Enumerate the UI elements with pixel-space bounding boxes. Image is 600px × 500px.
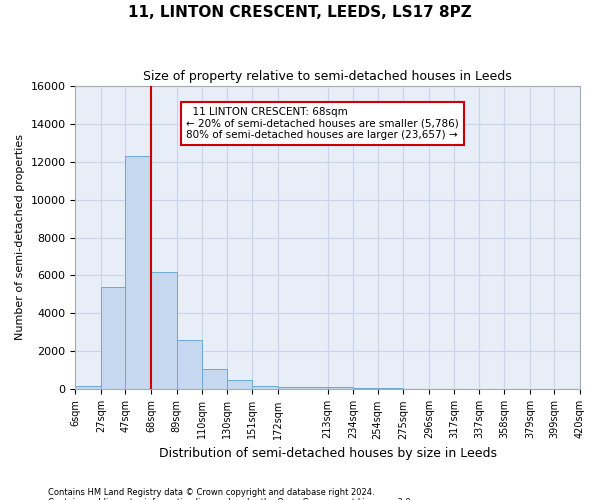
X-axis label: Distribution of semi-detached houses by size in Leeds: Distribution of semi-detached houses by …	[159, 447, 497, 460]
Bar	[125, 156, 151, 390]
Bar	[101, 287, 125, 390]
Bar	[176, 340, 202, 390]
Bar	[202, 368, 227, 390]
Bar	[76, 386, 101, 390]
Bar	[328, 387, 353, 390]
Bar	[353, 388, 377, 390]
Text: Contains public sector information licensed under the Open Government Licence v3: Contains public sector information licen…	[48, 498, 413, 500]
Bar	[278, 386, 328, 390]
Y-axis label: Number of semi-detached properties: Number of semi-detached properties	[15, 134, 25, 340]
Text: 11, LINTON CRESCENT, LEEDS, LS17 8PZ: 11, LINTON CRESCENT, LEEDS, LS17 8PZ	[128, 5, 472, 20]
Text: Contains HM Land Registry data © Crown copyright and database right 2024.: Contains HM Land Registry data © Crown c…	[48, 488, 374, 497]
Text: 11 LINTON CRESCENT: 68sqm
← 20% of semi-detached houses are smaller (5,786)
80% : 11 LINTON CRESCENT: 68sqm ← 20% of semi-…	[187, 107, 459, 140]
Title: Size of property relative to semi-detached houses in Leeds: Size of property relative to semi-detach…	[143, 70, 512, 83]
Bar	[377, 388, 403, 390]
Bar	[227, 380, 252, 390]
Bar	[151, 272, 176, 390]
Bar	[252, 386, 278, 390]
